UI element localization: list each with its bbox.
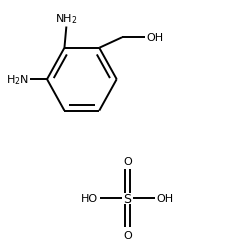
Text: OH: OH [147,33,164,43]
Text: O: O [123,157,132,167]
Text: HO: HO [81,193,98,203]
Text: NH$_2$: NH$_2$ [55,12,78,25]
Text: S: S [124,192,131,205]
Text: OH: OH [157,193,174,203]
Text: O: O [123,230,132,240]
Text: H$_2$N: H$_2$N [5,73,29,87]
